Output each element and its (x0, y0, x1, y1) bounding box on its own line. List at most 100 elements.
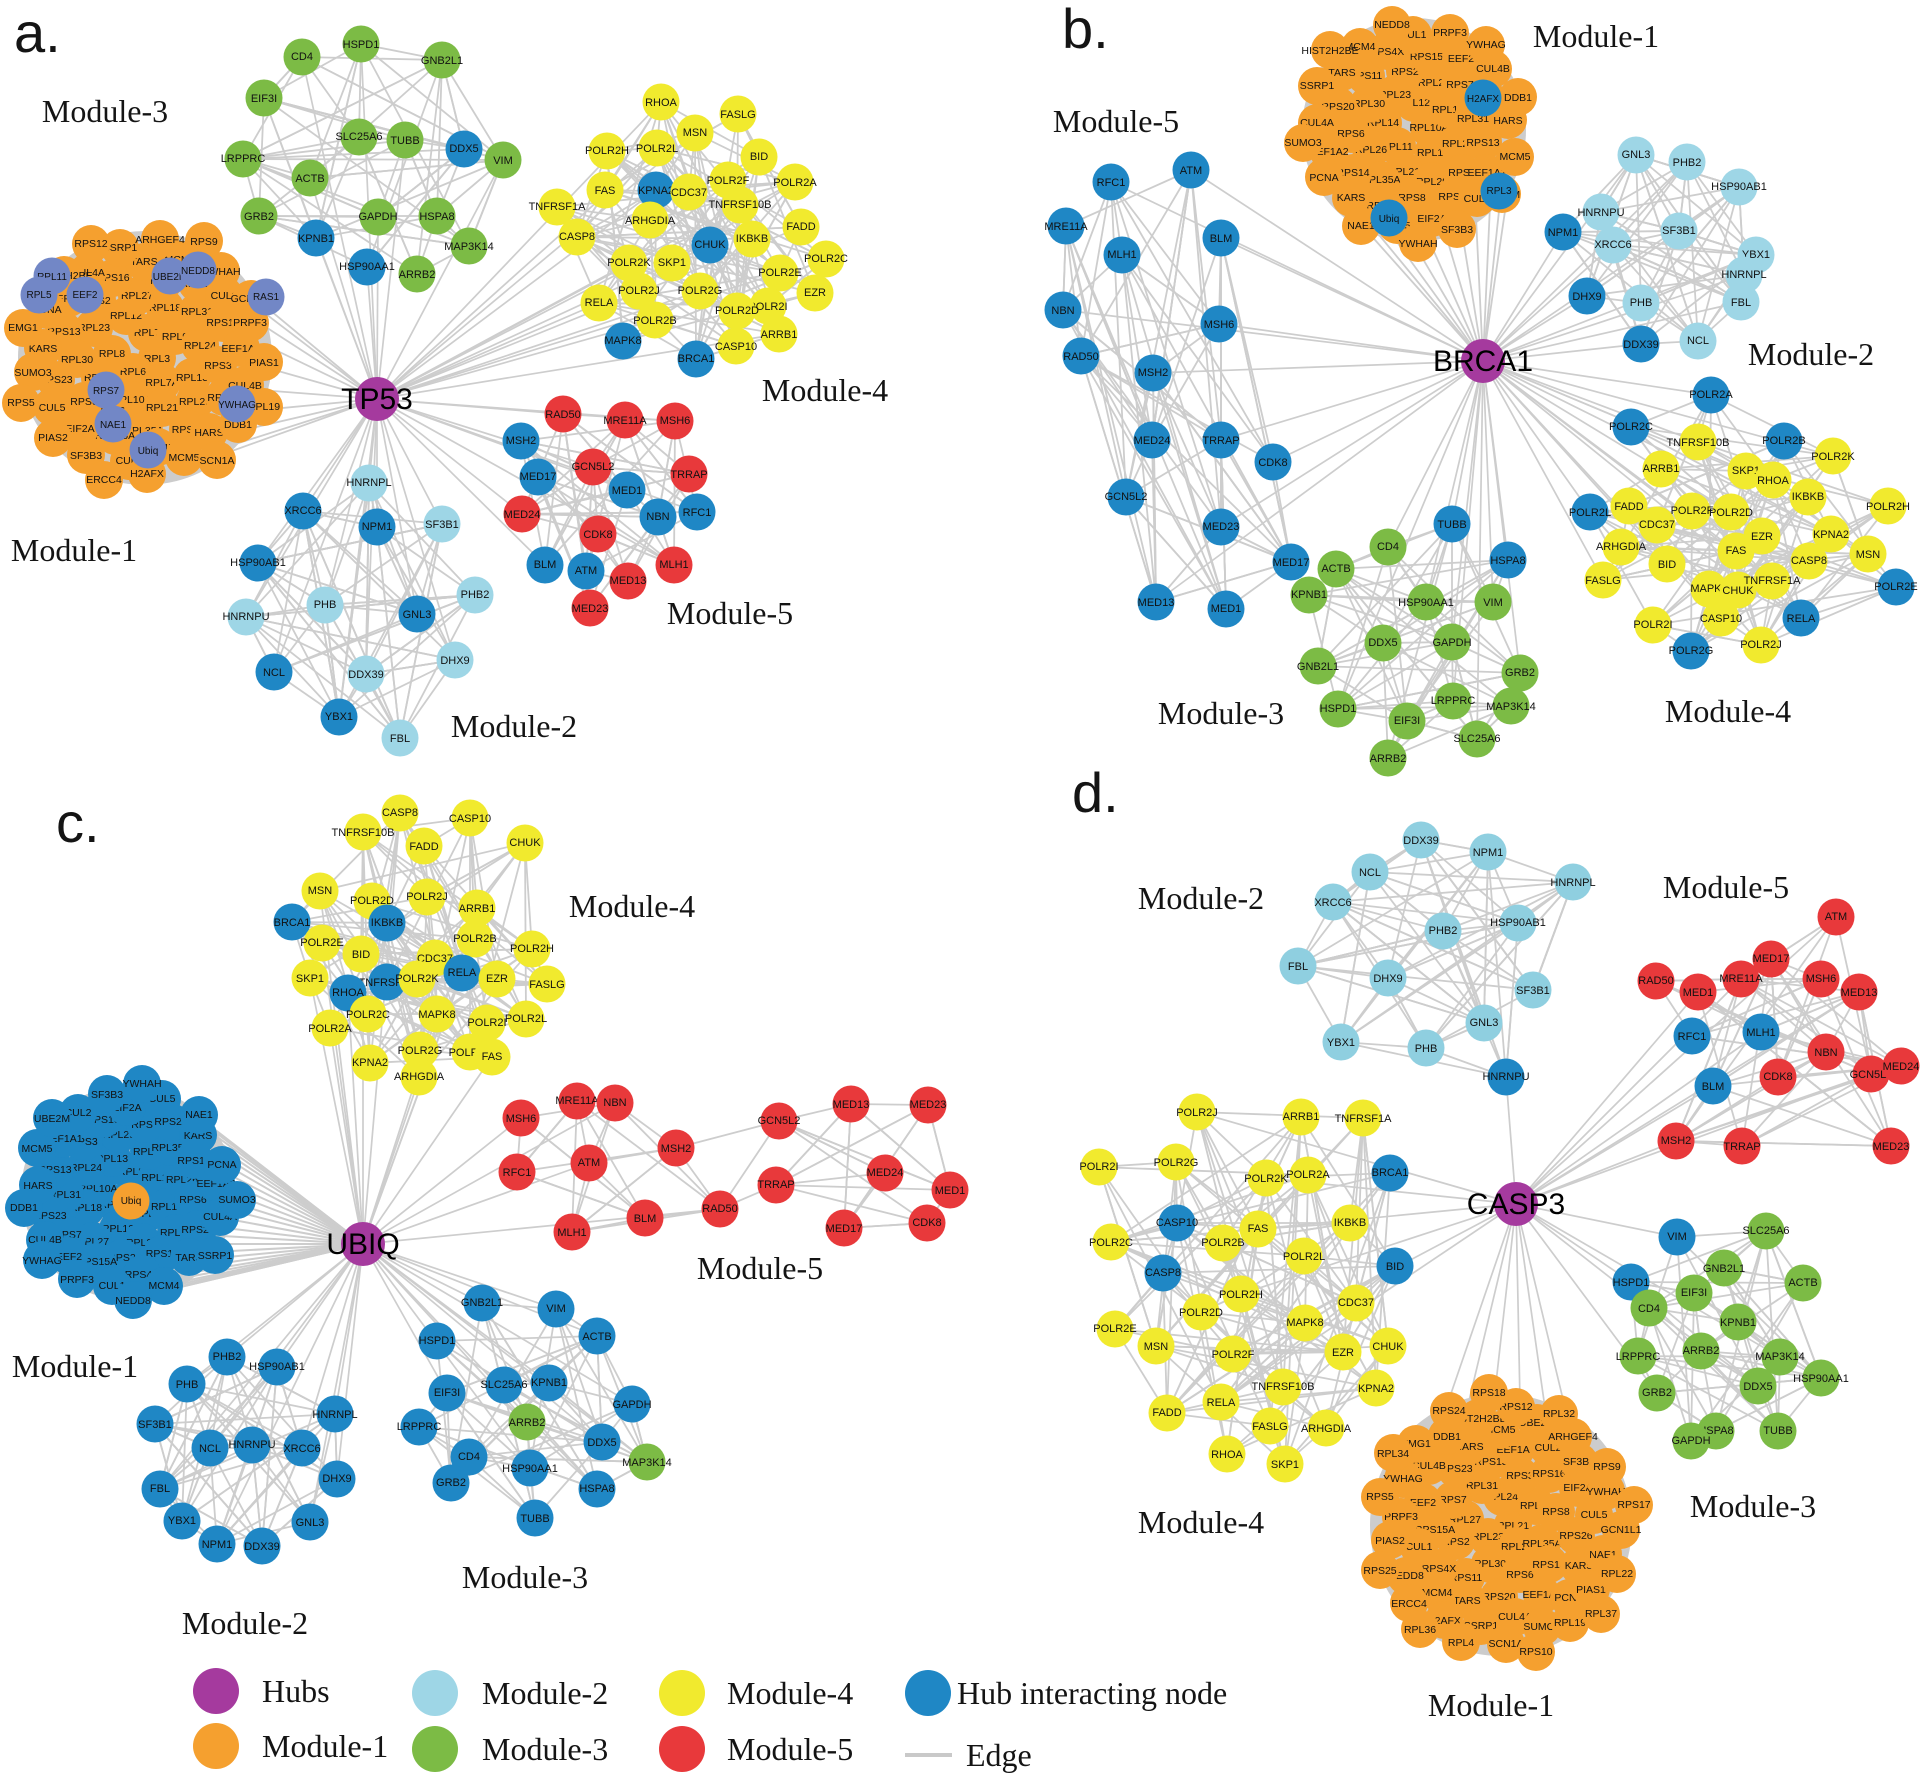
svg-text:HARS: HARS (194, 427, 223, 439)
svg-text:CASP10: CASP10 (1156, 1217, 1198, 1229)
svg-text:FADD: FADD (409, 841, 438, 853)
svg-text:PIAS1: PIAS1 (249, 357, 279, 369)
svg-text:MAP3K14: MAP3K14 (444, 241, 494, 253)
svg-text:Ubiq: Ubiq (1379, 214, 1400, 225)
svg-text:HSP90AA1: HSP90AA1 (1793, 1373, 1849, 1385)
svg-text:HNRNPL: HNRNPL (1721, 269, 1766, 281)
svg-text:SCN1A: SCN1A (199, 455, 234, 467)
svg-text:MSH2: MSH2 (661, 1143, 692, 1155)
svg-text:MED17: MED17 (1273, 557, 1310, 569)
svg-text:CDK8: CDK8 (1763, 1071, 1792, 1083)
svg-text:RPL37: RPL37 (1585, 1608, 1617, 1620)
svg-text:CASP10: CASP10 (1700, 613, 1742, 625)
svg-text:RPS24: RPS24 (1432, 1405, 1465, 1417)
svg-text:KARS: KARS (1337, 192, 1366, 204)
svg-text:Module-2: Module-2 (1748, 336, 1874, 372)
svg-text:HSPD1: HSPD1 (1613, 1277, 1650, 1289)
svg-text:Module-3: Module-3 (462, 1559, 588, 1595)
svg-text:HSPA8: HSPA8 (419, 211, 454, 223)
svg-text:YWHAG: YWHAG (1383, 1473, 1423, 1485)
svg-text:MED13: MED13 (1841, 987, 1878, 999)
svg-text:SKP1: SKP1 (1732, 465, 1760, 477)
svg-text:GAPDH: GAPDH (612, 1399, 651, 1411)
svg-text:CDC37: CDC37 (671, 187, 707, 199)
svg-text:POLR2C: POLR2C (346, 1009, 390, 1021)
svg-text:TARS: TARS (175, 1252, 202, 1264)
svg-text:CDK8: CDK8 (1258, 457, 1287, 469)
svg-text:RPL6: RPL6 (120, 366, 146, 378)
svg-text:FBL: FBL (150, 1483, 170, 1495)
svg-text:NAE1: NAE1 (185, 1109, 213, 1121)
svg-text:HSP90AB1: HSP90AB1 (249, 1361, 305, 1373)
svg-text:b.: b. (1062, 0, 1109, 60)
svg-text:GNB2L1: GNB2L1 (1703, 1263, 1745, 1275)
svg-text:POLR2A: POLR2A (1689, 389, 1733, 401)
svg-text:CASP10: CASP10 (449, 813, 491, 825)
svg-text:NPM1: NPM1 (1473, 847, 1504, 859)
svg-text:BID: BID (750, 151, 768, 163)
svg-text:HNRNPU: HNRNPU (1577, 207, 1624, 219)
svg-text:MLH1: MLH1 (557, 1227, 586, 1239)
svg-text:SSRP1: SSRP1 (103, 242, 138, 254)
svg-text:CD4: CD4 (458, 1451, 480, 1463)
svg-text:POLR2A: POLR2A (308, 1023, 352, 1035)
svg-text:RPS17: RPS17 (1617, 1499, 1650, 1511)
svg-text:GRB2: GRB2 (436, 1477, 466, 1489)
svg-text:FBL: FBL (390, 733, 410, 745)
svg-text:NPM1: NPM1 (202, 1539, 233, 1551)
svg-text:RPL7A: RPL7A (145, 377, 178, 389)
svg-text:CHUK: CHUK (1722, 585, 1754, 597)
svg-text:TARS: TARS (1453, 1595, 1480, 1607)
svg-text:RHOA: RHOA (1757, 475, 1789, 487)
svg-text:POLR2E: POLR2E (300, 937, 343, 949)
svg-text:ARRB2: ARRB2 (399, 269, 436, 281)
svg-text:HSP90AB1: HSP90AB1 (1490, 917, 1546, 929)
svg-text:RPS14: RPS14 (1532, 1559, 1565, 1571)
svg-text:ARRB1: ARRB1 (459, 903, 496, 915)
svg-text:KARS: KARS (1565, 1560, 1594, 1572)
svg-text:PHB: PHB (314, 599, 337, 611)
svg-text:MAPK8: MAPK8 (1690, 583, 1727, 595)
svg-text:RPL8: RPL8 (99, 348, 125, 360)
svg-text:Hubs: Hubs (262, 1673, 330, 1709)
svg-text:MLH1: MLH1 (659, 559, 688, 571)
svg-text:Module-3: Module-3 (42, 93, 168, 129)
svg-text:RFC1: RFC1 (503, 1167, 532, 1179)
svg-text:EIF3I: EIF3I (1681, 1287, 1707, 1299)
svg-text:MAPK8: MAPK8 (418, 1009, 455, 1021)
svg-text:RPS14: RPS14 (1336, 167, 1369, 179)
svg-text:RPS6: RPS6 (1506, 1569, 1534, 1581)
svg-text:RPL31: RPL31 (181, 306, 213, 318)
svg-text:RPS13: RPS13 (1466, 137, 1499, 149)
svg-text:RPS9: RPS9 (1593, 1461, 1621, 1473)
svg-text:a.: a. (14, 1, 61, 64)
svg-text:IKBKB: IKBKB (371, 917, 403, 929)
svg-text:RPS12: RPS12 (1499, 1401, 1532, 1413)
svg-text:POLR2A: POLR2A (1286, 1169, 1330, 1181)
svg-text:RELA: RELA (585, 297, 614, 309)
svg-text:Module-5: Module-5 (667, 595, 793, 631)
svg-text:RPS7: RPS7 (1439, 1494, 1467, 1506)
svg-text:c.: c. (56, 791, 100, 854)
svg-text:NEDD8: NEDD8 (115, 1295, 151, 1307)
svg-text:HSP90AB1: HSP90AB1 (230, 557, 286, 569)
svg-text:ARRB2: ARRB2 (1683, 1345, 1720, 1357)
svg-text:HSP90AA1: HSP90AA1 (502, 1463, 558, 1475)
svg-text:POLR2J: POLR2J (1740, 639, 1782, 651)
svg-text:MED23: MED23 (572, 603, 609, 615)
svg-text:RPS4X: RPS4X (1422, 1563, 1456, 1575)
svg-text:VIM: VIM (1667, 1231, 1687, 1243)
svg-text:KPNA2: KPNA2 (1813, 529, 1849, 541)
svg-text:FASLG: FASLG (1585, 575, 1620, 587)
svg-text:SF3B1: SF3B1 (1516, 985, 1550, 997)
svg-text:GNB2L1: GNB2L1 (1297, 661, 1339, 673)
svg-text:PHB2: PHB2 (1429, 925, 1458, 937)
svg-text:RPS16: RPS16 (1532, 1468, 1565, 1480)
svg-text:RPS26: RPS26 (1559, 1530, 1592, 1542)
svg-text:POLR2L: POLR2L (636, 143, 678, 155)
svg-text:CUL4B: CUL4B (1412, 1460, 1446, 1472)
svg-text:RPS5: RPS5 (1366, 1491, 1394, 1503)
svg-text:DHX9: DHX9 (322, 1473, 351, 1485)
svg-text:ARRB2: ARRB2 (1370, 753, 1407, 765)
svg-text:TUBB: TUBB (520, 1513, 549, 1525)
